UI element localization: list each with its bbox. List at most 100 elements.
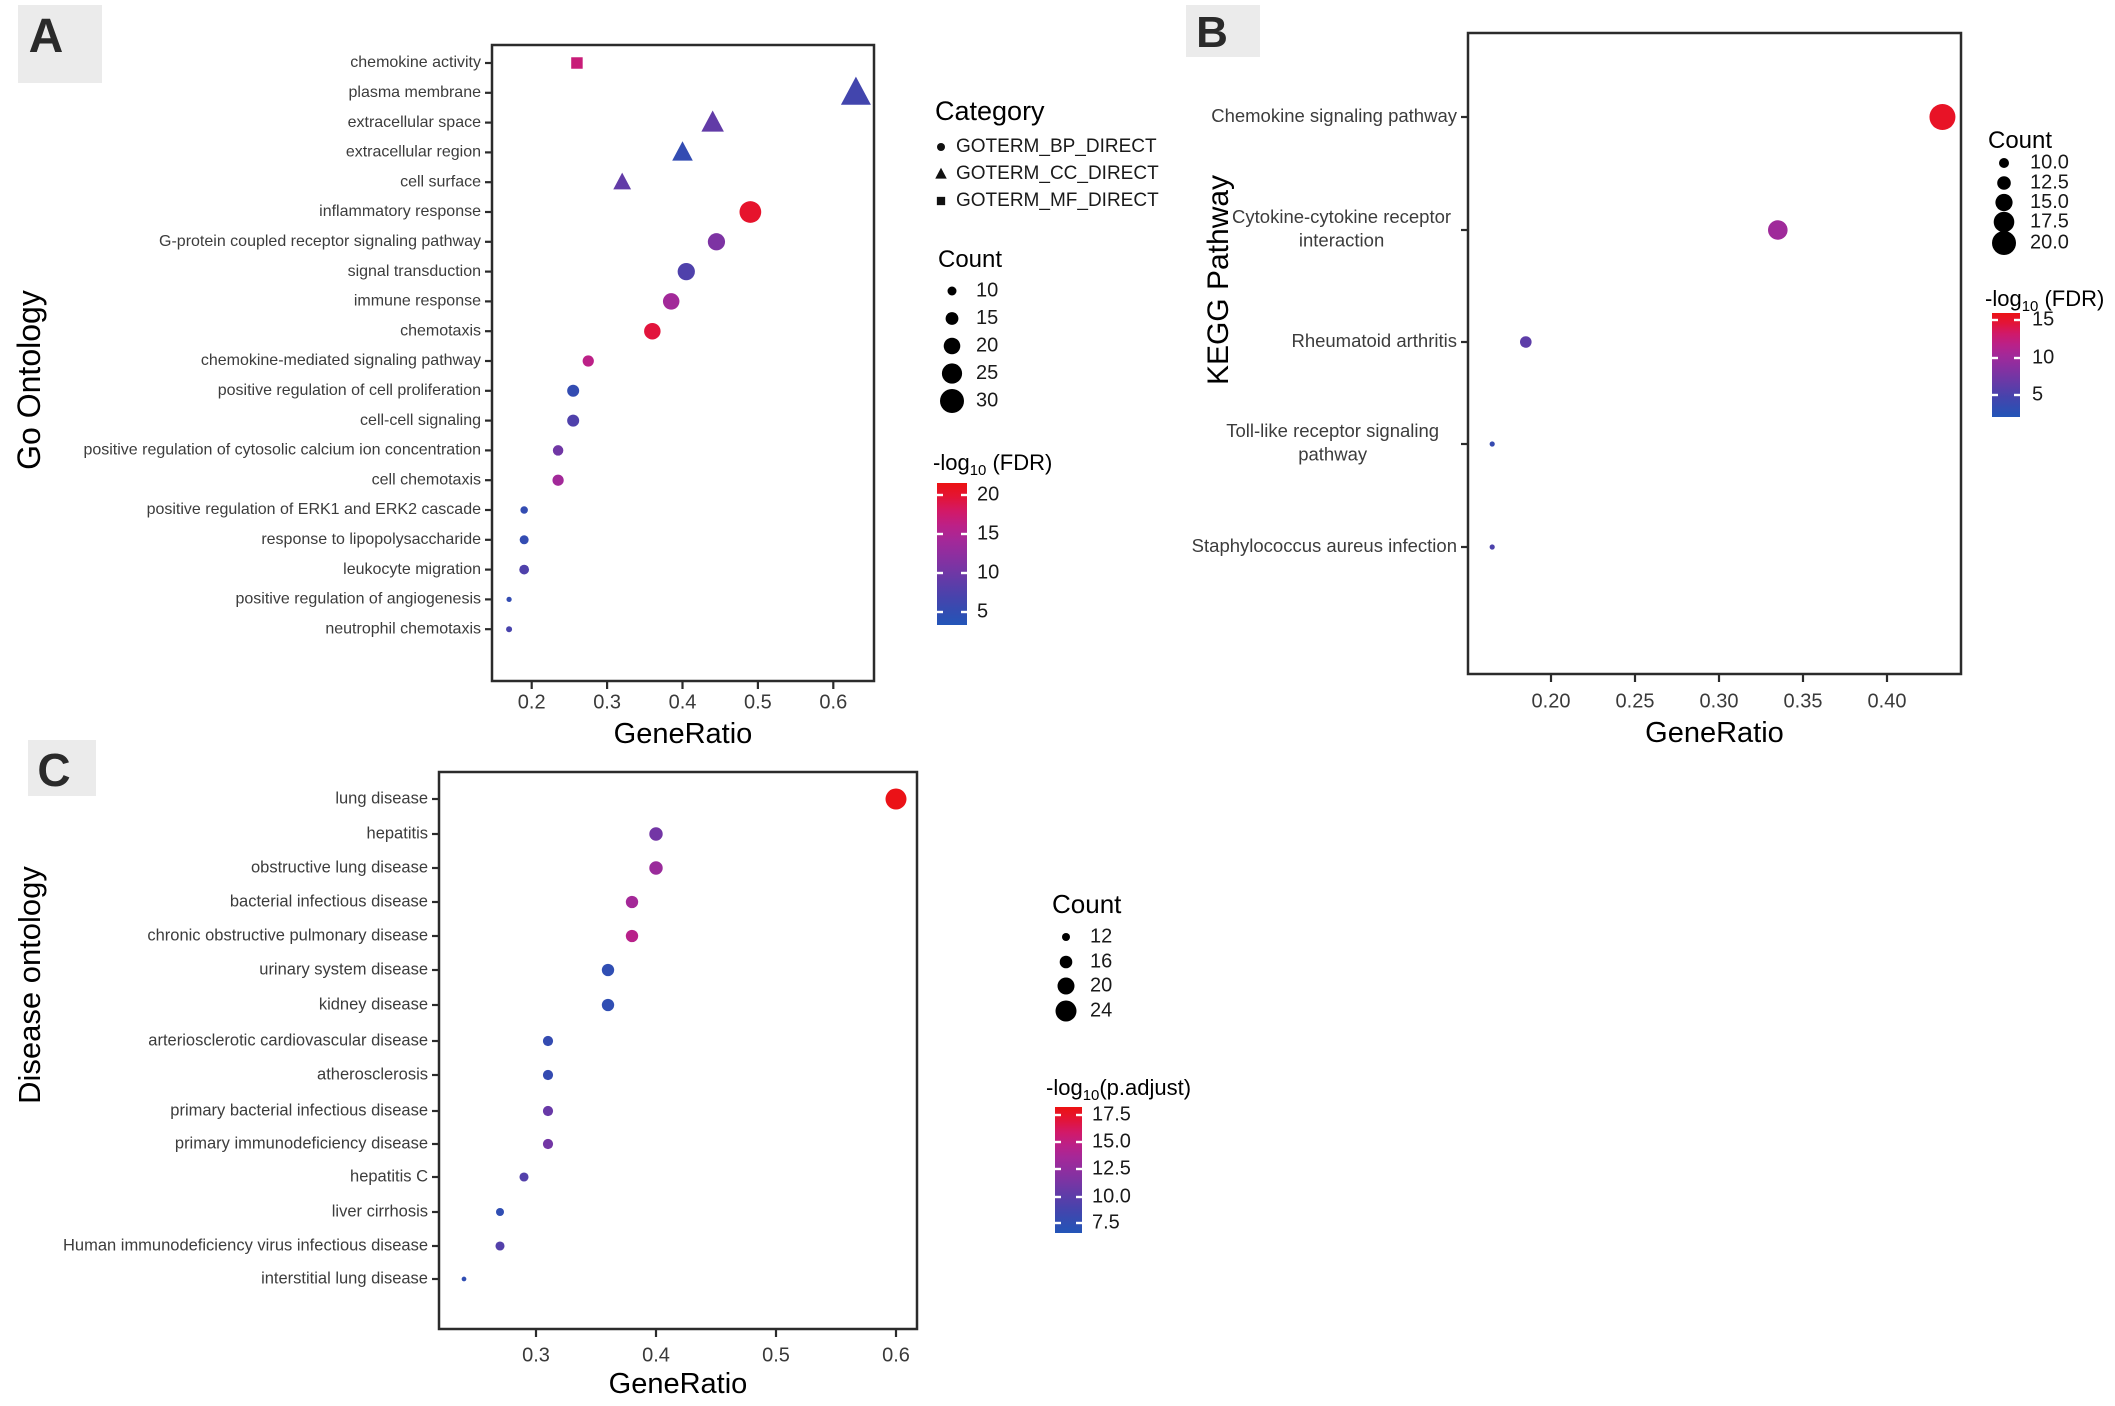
circle-point [1929,104,1956,130]
legend-category-title: Category [935,96,1045,126]
circle-point [506,596,512,603]
circle-point [662,293,680,310]
legend-count-value: 12.5 [2030,171,2069,193]
panel-B: B Chemokine signaling pathway Cytokine-cyt… [1186,5,2104,749]
circle-point [649,861,663,875]
circle-point [567,384,580,397]
circle-point [601,963,615,977]
category-label: hepatitis [367,824,428,842]
circle-point [542,1138,554,1150]
legend-category-entry: GOTERM_BP_DIRECT [956,136,1157,157]
category-label: immune response [354,293,481,310]
category-label: chemotaxis [400,322,481,339]
panel-letter: C [37,744,70,796]
square-point [936,196,946,206]
x-tick-label: 0.3 [522,1344,550,1366]
circle-point [625,929,639,943]
category-label: urinary system disease [259,960,428,978]
category-label: chemokine activity [350,54,481,71]
legend-count-title: Count [1988,127,2052,154]
circle-point [885,788,907,810]
x-axis-title: GeneRatio [609,1368,748,1400]
plot-area [1466,31,1963,676]
circle-point [567,414,580,427]
legend-gradient-title: -log10 (FDR) [1985,286,2104,315]
legend-count-title: Count [1052,889,1122,919]
colorbar-tick-label: 5 [2032,383,2043,405]
circle-point [582,355,594,367]
circle-point [1520,336,1532,348]
category-label: interstitial lung disease [261,1269,428,1287]
legend-count-marker [1995,193,2013,212]
category-label: signal transduction [348,263,481,280]
x-tick-label: 0.5 [762,1344,790,1366]
circle-point [520,506,528,514]
category-label: Toll-like receptor signaling [1226,420,1439,441]
triangle-point [935,167,947,179]
legend-count-value: 10.0 [2030,151,2069,173]
category-label: neutrophil chemotaxis [325,620,481,637]
x-tick-label: 0.4 [669,691,697,713]
category-label: extracellular region [346,144,481,161]
category-label: positive regulation of cytosolic calcium… [83,442,481,459]
gradient-colorbar [1992,313,2020,417]
circle-point [649,827,663,841]
panel-letter-box [1186,5,1260,57]
legend-count-value: 24 [1090,999,1112,1021]
legend-count-marker [943,337,961,355]
x-tick-label: 0.20 [1532,690,1571,712]
colorbar-tick-label: 5 [977,600,988,622]
x-tick-label: 0.3 [593,691,621,713]
category-label: liver cirrhosis [332,1202,428,1220]
x-tick-label: 0.5 [744,691,772,713]
legend-count-value: 15 [976,307,998,329]
x-tick-label: 0.30 [1700,690,1739,712]
category-label: arteriosclerotic cardiovascular disease [148,1031,428,1049]
colorbar-tick-label: 15.0 [1092,1130,1131,1152]
gradient-colorbar [937,483,967,625]
panel-letter-box [28,740,96,796]
circle-point [519,1172,529,1182]
circle-point [542,1105,554,1117]
x-axis-title: GeneRatio [614,718,753,750]
circle-point [707,233,726,251]
category-label: primary immunodeficiency disease [175,1134,428,1152]
category-label: positive regulation of angiogenesis [236,591,482,608]
x-tick-label: 0.40 [1868,690,1907,712]
colorbar-tick-label: 7.5 [1092,1211,1120,1233]
legend-count-value: 15.0 [2030,191,2069,213]
category-label: Cytokine-cytokine receptor [1232,206,1451,227]
legend-count-value: 25 [976,362,998,384]
legend-category-entry: GOTERM_MF_DIRECT [956,190,1159,211]
category-label: obstructive lung disease [251,858,428,876]
category-label: kidney disease [319,995,428,1013]
circle-point [677,262,695,281]
circle-point [739,201,762,223]
category-label: Chemokine signaling pathway [1211,105,1458,126]
colorbar-tick-label: 10.0 [1092,1185,1131,1207]
legend-category-entry: GOTERM_CC_DIRECT [956,163,1159,184]
x-tick-label: 0.35 [1784,690,1823,712]
circle-point [495,1241,505,1251]
legend-count-value: 20 [976,334,998,356]
square-point [571,57,583,69]
legend-count-marker [940,389,964,413]
panel-letter: B [1196,8,1228,57]
legend-count-value: 20.0 [2030,231,2069,253]
circle-point [644,322,661,340]
category-label: cell chemotaxis [372,471,481,488]
y-axis-title: Go Ontology [11,290,47,470]
circle-point [1489,544,1495,550]
legend-count-title: Count [938,246,1002,273]
circle-point [601,998,615,1012]
category-label: chronic obstructive pulmonary disease [147,926,428,944]
colorbar-tick-label: 10 [977,561,999,583]
circle-point [542,1035,554,1047]
category-label: lung disease [335,789,428,807]
category-label: plasma membrane [349,84,482,101]
category-label: positive regulation of cell proliferatio… [218,382,481,399]
colorbar-tick-label: 17.5 [1092,1103,1131,1125]
circle-point [625,895,639,909]
legend-count-value: 30 [976,389,998,411]
